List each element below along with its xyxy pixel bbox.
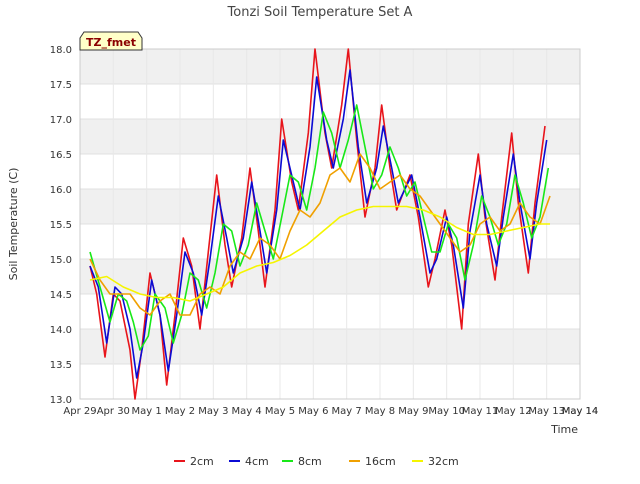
x-tick-label: May 13 xyxy=(528,406,565,417)
x-tick-label: May 1 xyxy=(132,406,162,417)
legend-label-8cm: 8cm xyxy=(298,455,322,468)
x-tick-label: May 12 xyxy=(495,406,532,417)
x-tick-label: May 3 xyxy=(198,406,228,417)
background-band xyxy=(80,49,580,84)
chart-title: Tonzi Soil Temperature Set A xyxy=(227,5,413,20)
x-axis-ticks: Apr 29 Apr 30 May 1 May 2 May 3 May 4 May 5 May… xyxy=(63,406,598,417)
legend-label-16cm: 16cm xyxy=(365,455,396,468)
badge-label: TZ_fmet xyxy=(86,36,136,49)
x-tick-label: May 5 xyxy=(265,406,295,417)
y-tick-label: 15.0 xyxy=(50,255,72,266)
y-tick-label: 17.0 xyxy=(50,115,72,126)
y-tick-label: 13.0 xyxy=(50,395,72,406)
x-tick-label: May 14 xyxy=(562,406,599,417)
badge-shape xyxy=(79,31,143,51)
x-tick-label: May 9 xyxy=(398,406,428,417)
x-tick-label: May 6 xyxy=(298,406,328,417)
y-tick-label: 14.5 xyxy=(50,290,72,301)
y-tick-label: 17.5 xyxy=(50,80,72,91)
background-band xyxy=(80,259,580,294)
x-tick-label: Apr 29 xyxy=(63,406,96,417)
y-tick-label: 18.0 xyxy=(50,45,72,56)
x-tick-label: May 4 xyxy=(232,406,262,417)
background-band xyxy=(80,189,580,224)
plot-area-frame xyxy=(79,48,581,400)
x-tick-label: May 7 xyxy=(332,406,362,417)
y-tick-label: 16.5 xyxy=(50,150,72,161)
x-tick-label: May 2 xyxy=(165,406,195,417)
x-tick-label: May 14 xyxy=(562,406,599,417)
y-tick-label: 16.0 xyxy=(50,185,72,196)
series-line-8cm xyxy=(89,104,550,351)
series-line-16cm xyxy=(89,153,551,316)
y-tick-label: 15.5 xyxy=(50,220,72,231)
background-band xyxy=(80,119,580,154)
grid-lines xyxy=(79,48,581,400)
series-line-4cm xyxy=(89,69,548,379)
legend: 2cm 4cm 8cm 16cm 32cm xyxy=(174,455,459,468)
y-tick-label: 14.0 xyxy=(50,325,72,336)
series-lines xyxy=(89,48,551,400)
background-band xyxy=(80,329,580,364)
x-tick-label: Apr 30 xyxy=(97,406,130,417)
station-badge: TZ_fmet xyxy=(79,31,143,51)
x-tick-label: May 11 xyxy=(462,406,499,417)
x-tick-label: May 10 xyxy=(428,406,465,417)
legend-label-4cm: 4cm xyxy=(245,455,269,468)
y-tick-label: 13.5 xyxy=(50,360,72,371)
legend-label-2cm: 2cm xyxy=(190,455,214,468)
legend-label-32cm: 32cm xyxy=(428,455,459,468)
x-axis-label: Time xyxy=(550,423,578,436)
series-line-32cm xyxy=(89,205,550,302)
x-tick-label: May 8 xyxy=(365,406,395,417)
y-axis-ticks: 13.0 13.5 14.0 14.5 15.0 15.5 16.0 16.5 17.0 17.5… xyxy=(50,45,72,406)
y-axis-label: Soil Temperature (C) xyxy=(7,168,20,281)
